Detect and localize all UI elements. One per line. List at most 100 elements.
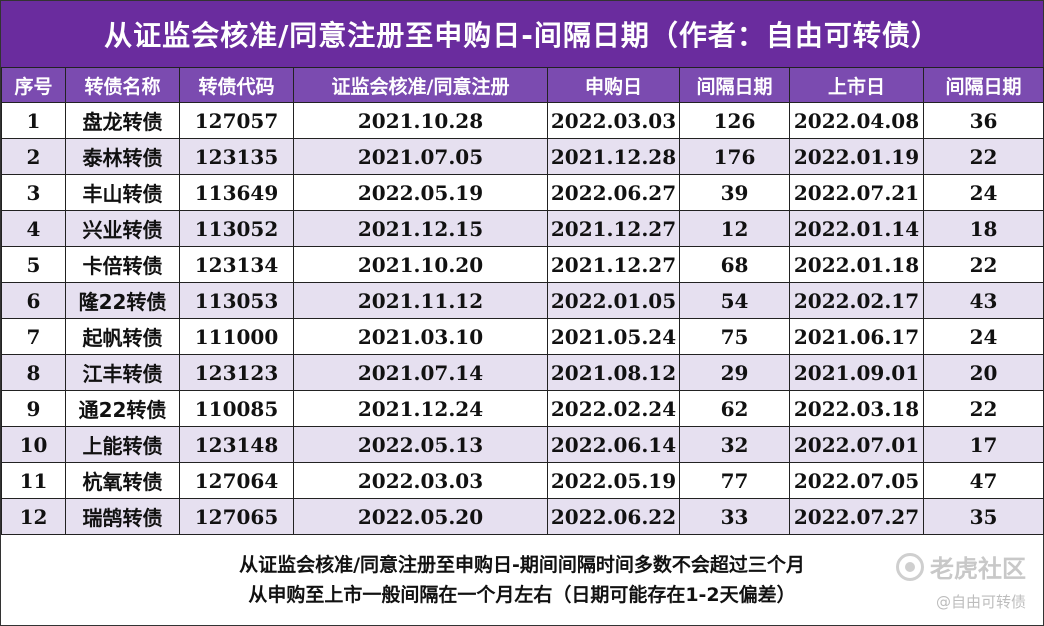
cell-interval-2: 17	[923, 426, 1044, 463]
cell-approval-date: 2022.03.03	[293, 462, 548, 499]
col-header-subscription-date: 申购日	[547, 67, 680, 103]
cell-approval-date: 2021.03.10	[293, 318, 548, 355]
cell-bond-name: 通22转债	[65, 390, 180, 427]
col-header-index: 序号	[1, 67, 66, 103]
cell-bond-code: 127057	[179, 102, 294, 139]
cell-bond-code: 127065	[179, 498, 294, 535]
cell-subscription-date: 2021.08.12	[547, 354, 680, 391]
cell-bond-code: 127064	[179, 462, 294, 499]
cell-listing-date: 2022.02.17	[789, 282, 924, 319]
table-row: 12 瑞鹄转债 127065 2022.05.20 2022.06.22 33 2022.0…	[1, 498, 1044, 535]
cell-interval-2: 47	[923, 462, 1044, 499]
col-header-bond-name: 转债名称	[65, 67, 180, 103]
col-header-interval-1: 间隔日期	[679, 67, 790, 103]
cell-index: 4	[1, 210, 66, 247]
cell-interval-2: 22	[923, 246, 1044, 283]
cell-interval-1: 12	[679, 210, 790, 247]
table-header: 序号 转债名称 转债代码 证监会核准/同意注册 申购日 间隔日期 上市日 间隔日…	[1, 67, 1044, 103]
cell-interval-1: 77	[679, 462, 790, 499]
cell-bond-name: 卡倍转债	[65, 246, 180, 283]
cell-subscription-date: 2022.06.22	[547, 498, 680, 535]
cell-bond-code: 123148	[179, 426, 294, 463]
col-header-approval-date: 证监会核准/同意注册	[293, 67, 548, 103]
footer-note-1: 从证监会核准/同意注册至申购日-期间间隔时间多数不会超过三个月	[239, 554, 805, 576]
cell-subscription-date: 2021.12.27	[547, 210, 680, 247]
page-title: 从证监会核准/同意注册至申购日-间隔日期（作者：自由可转债）	[1, 1, 1043, 67]
cell-bond-code: 111000	[179, 318, 294, 355]
cell-listing-date: 2022.07.21	[789, 174, 924, 211]
cell-interval-1: 75	[679, 318, 790, 355]
cell-interval-1: 126	[679, 102, 790, 139]
cell-interval-2: 24	[923, 318, 1044, 355]
cell-subscription-date: 2021.12.27	[547, 246, 680, 283]
cell-bond-code: 123135	[179, 138, 294, 175]
cell-subscription-date: 2022.06.14	[547, 426, 680, 463]
cell-bond-name: 泰林转债	[65, 138, 180, 175]
col-header-interval-2: 间隔日期	[923, 67, 1044, 103]
cell-interval-1: 29	[679, 354, 790, 391]
cell-subscription-date: 2021.12.28	[547, 138, 680, 175]
cell-bond-name: 起帆转债	[65, 318, 180, 355]
table-row: 2 泰林转债 123135 2021.07.05 2021.12.28 176 2022.0…	[1, 138, 1044, 175]
cell-approval-date: 2021.12.15	[293, 210, 548, 247]
cell-interval-1: 32	[679, 426, 790, 463]
footer-note-2: 从申购至上市一般间隔在一个月左右（日期可能存在1-2天偏差）	[248, 584, 796, 606]
cell-interval-2: 24	[923, 174, 1044, 211]
table-row: 8 江丰转债 123123 2021.07.14 2021.08.12 29 2021.09…	[1, 354, 1044, 391]
cell-listing-date: 2021.09.01	[789, 354, 924, 391]
bond-table: 序号 转债名称 转债代码 证监会核准/同意注册 申购日 间隔日期 上市日 间隔日…	[1, 67, 1044, 535]
cell-approval-date: 2022.05.19	[293, 174, 548, 211]
cell-index: 2	[1, 138, 66, 175]
cell-approval-date: 2021.10.28	[293, 102, 548, 139]
cell-subscription-date: 2022.01.05	[547, 282, 680, 319]
cell-index: 3	[1, 174, 66, 211]
watermark-brand: 老虎社区	[930, 555, 1026, 583]
cell-approval-date: 2021.12.24	[293, 390, 548, 427]
cell-index: 7	[1, 318, 66, 355]
table-row: 10 上能转债 123148 2022.05.13 2022.06.14 32 2022.0…	[1, 426, 1044, 463]
cell-listing-date: 2022.01.19	[789, 138, 924, 175]
cell-index: 11	[1, 462, 66, 499]
cell-interval-1: 68	[679, 246, 790, 283]
cell-bond-name: 江丰转债	[65, 354, 180, 391]
cell-listing-date: 2022.01.18	[789, 246, 924, 283]
cell-bond-name: 丰山转债	[65, 174, 180, 211]
cell-approval-date: 2021.10.20	[293, 246, 548, 283]
cell-bond-name: 盘龙转债	[65, 102, 180, 139]
table-row: 6 隆22转债 113053 2021.11.12 2022.01.05 54 2022.0…	[1, 282, 1044, 319]
cell-interval-1: 54	[679, 282, 790, 319]
page-title-text: 从证监会核准/同意注册至申购日-间隔日期（作者：自由可转债）	[104, 19, 940, 52]
cell-listing-date: 2022.07.01	[789, 426, 924, 463]
cell-listing-date: 2021.06.17	[789, 318, 924, 355]
cell-index: 8	[1, 354, 66, 391]
table-row: 7 起帆转债 111000 2021.03.10 2021.05.24 75 2021.06…	[1, 318, 1044, 355]
cell-bond-code: 113053	[179, 282, 294, 319]
cell-bond-code: 123123	[179, 354, 294, 391]
cell-bond-name: 隆22转债	[65, 282, 180, 319]
cell-interval-2: 43	[923, 282, 1044, 319]
watermark-author: @自由可转债	[935, 593, 1026, 611]
cell-approval-date: 2021.07.14	[293, 354, 548, 391]
watermark: 老虎社区	[896, 549, 1026, 584]
col-header-bond-code: 转债代码	[179, 67, 294, 103]
cell-listing-date: 2022.04.08	[789, 102, 924, 139]
cell-subscription-date: 2021.05.24	[547, 318, 680, 355]
col-header-listing-date: 上市日	[789, 67, 924, 103]
cell-interval-1: 176	[679, 138, 790, 175]
cell-approval-date: 2022.05.20	[293, 498, 548, 535]
cell-subscription-date: 2022.03.03	[547, 102, 680, 139]
cell-index: 6	[1, 282, 66, 319]
cell-index: 9	[1, 390, 66, 427]
cell-index: 10	[1, 426, 66, 463]
cell-listing-date: 2022.07.05	[789, 462, 924, 499]
cell-index: 1	[1, 102, 66, 139]
cell-bond-code: 113052	[179, 210, 294, 247]
cell-interval-1: 62	[679, 390, 790, 427]
cell-subscription-date: 2022.02.24	[547, 390, 680, 427]
table-row: 3 丰山转债 113649 2022.05.19 2022.06.27 39 2022.07…	[1, 174, 1044, 211]
table-body: 1 盘龙转债 127057 2021.10.28 2022.03.03 126 2022.0…	[1, 102, 1044, 535]
table-row: 9 通22转债 110085 2021.12.24 2022.02.24 62 2022.0…	[1, 390, 1044, 427]
cell-index: 5	[1, 246, 66, 283]
cell-approval-date: 2022.05.13	[293, 426, 548, 463]
cell-subscription-date: 2022.06.27	[547, 174, 680, 211]
